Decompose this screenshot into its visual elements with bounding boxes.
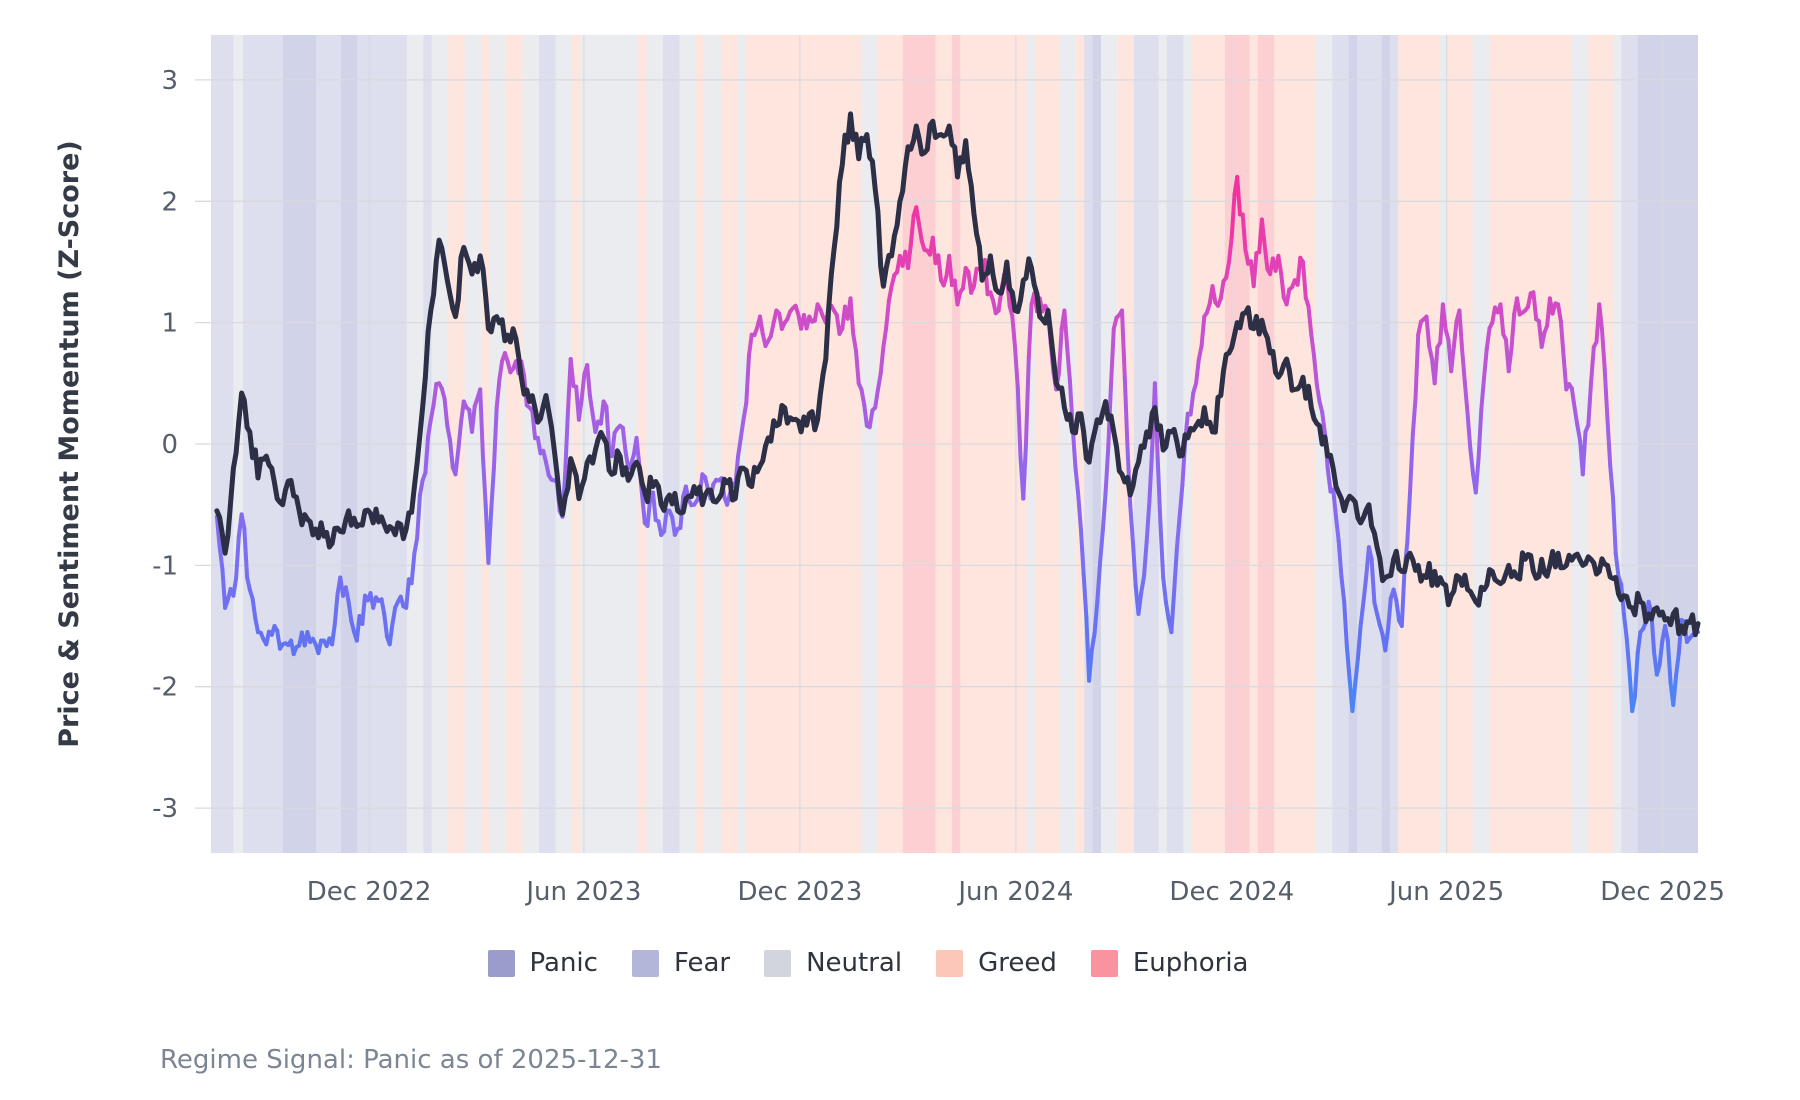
gridlines bbox=[195, 35, 1698, 853]
legend-item-greed: Greed bbox=[936, 948, 1057, 978]
price-line bbox=[214, 111, 1701, 638]
y-axis-ticks: 3 2 1 0 -1 -2 -3 bbox=[152, 66, 178, 824]
panic-swatch-icon bbox=[487, 949, 515, 977]
euphoria-swatch-icon bbox=[1090, 949, 1118, 977]
x-axis-ticks: Dec 2022 Jun 2023 Dec 2023 Jun 2024 Dec 2024… bbox=[307, 877, 1725, 907]
svg-text:-1: -1 bbox=[152, 551, 178, 581]
legend-item-neutral: Neutral bbox=[764, 948, 902, 978]
neutral-swatch-icon bbox=[764, 949, 792, 977]
svg-text:3: 3 bbox=[161, 66, 178, 96]
legend-label: Neutral bbox=[806, 948, 903, 978]
svg-text:Jun 2024: Jun 2024 bbox=[956, 877, 1073, 907]
svg-text:Dec 2024: Dec 2024 bbox=[1169, 877, 1294, 907]
legend-label: Greed bbox=[978, 948, 1057, 978]
svg-text:-3: -3 bbox=[152, 794, 178, 824]
svg-text:Dec 2025: Dec 2025 bbox=[1600, 877, 1725, 907]
svg-text:Dec 2022: Dec 2022 bbox=[307, 877, 432, 907]
svg-text:2: 2 bbox=[161, 187, 178, 217]
greed-swatch-icon bbox=[936, 949, 964, 977]
legend-label: Panic bbox=[529, 948, 598, 978]
legend-item-fear: Fear bbox=[631, 948, 731, 978]
legend-label: Fear bbox=[673, 948, 731, 978]
svg-text:Jun 2023: Jun 2023 bbox=[524, 877, 641, 907]
regime-signal-caption: Regime Signal: Panic as of 2025-12-31 bbox=[160, 1045, 662, 1075]
legend-item-euphoria: Euphoria bbox=[1090, 948, 1249, 978]
y-axis-title: Price & Sentiment Momentum (Z-Score) bbox=[54, 140, 85, 748]
svg-text:Dec 2023: Dec 2023 bbox=[738, 877, 863, 907]
svg-text:1: 1 bbox=[161, 309, 178, 339]
svg-text:0: 0 bbox=[161, 430, 178, 460]
svg-text:Jun 2025: Jun 2025 bbox=[1387, 877, 1504, 907]
fear-swatch-icon bbox=[631, 949, 659, 977]
legend-item-panic: Panic bbox=[487, 948, 598, 978]
legend-label: Euphoria bbox=[1132, 948, 1249, 978]
regime-chart: 3 2 1 0 -1 -2 -3 Dec 2022 Jun 2023 Dec 2023 Jun 20… bbox=[54, 35, 1725, 907]
svg-text:-2: -2 bbox=[152, 673, 178, 703]
legend: Panic Fear Neutral Greed Euphoria bbox=[0, 948, 1768, 978]
